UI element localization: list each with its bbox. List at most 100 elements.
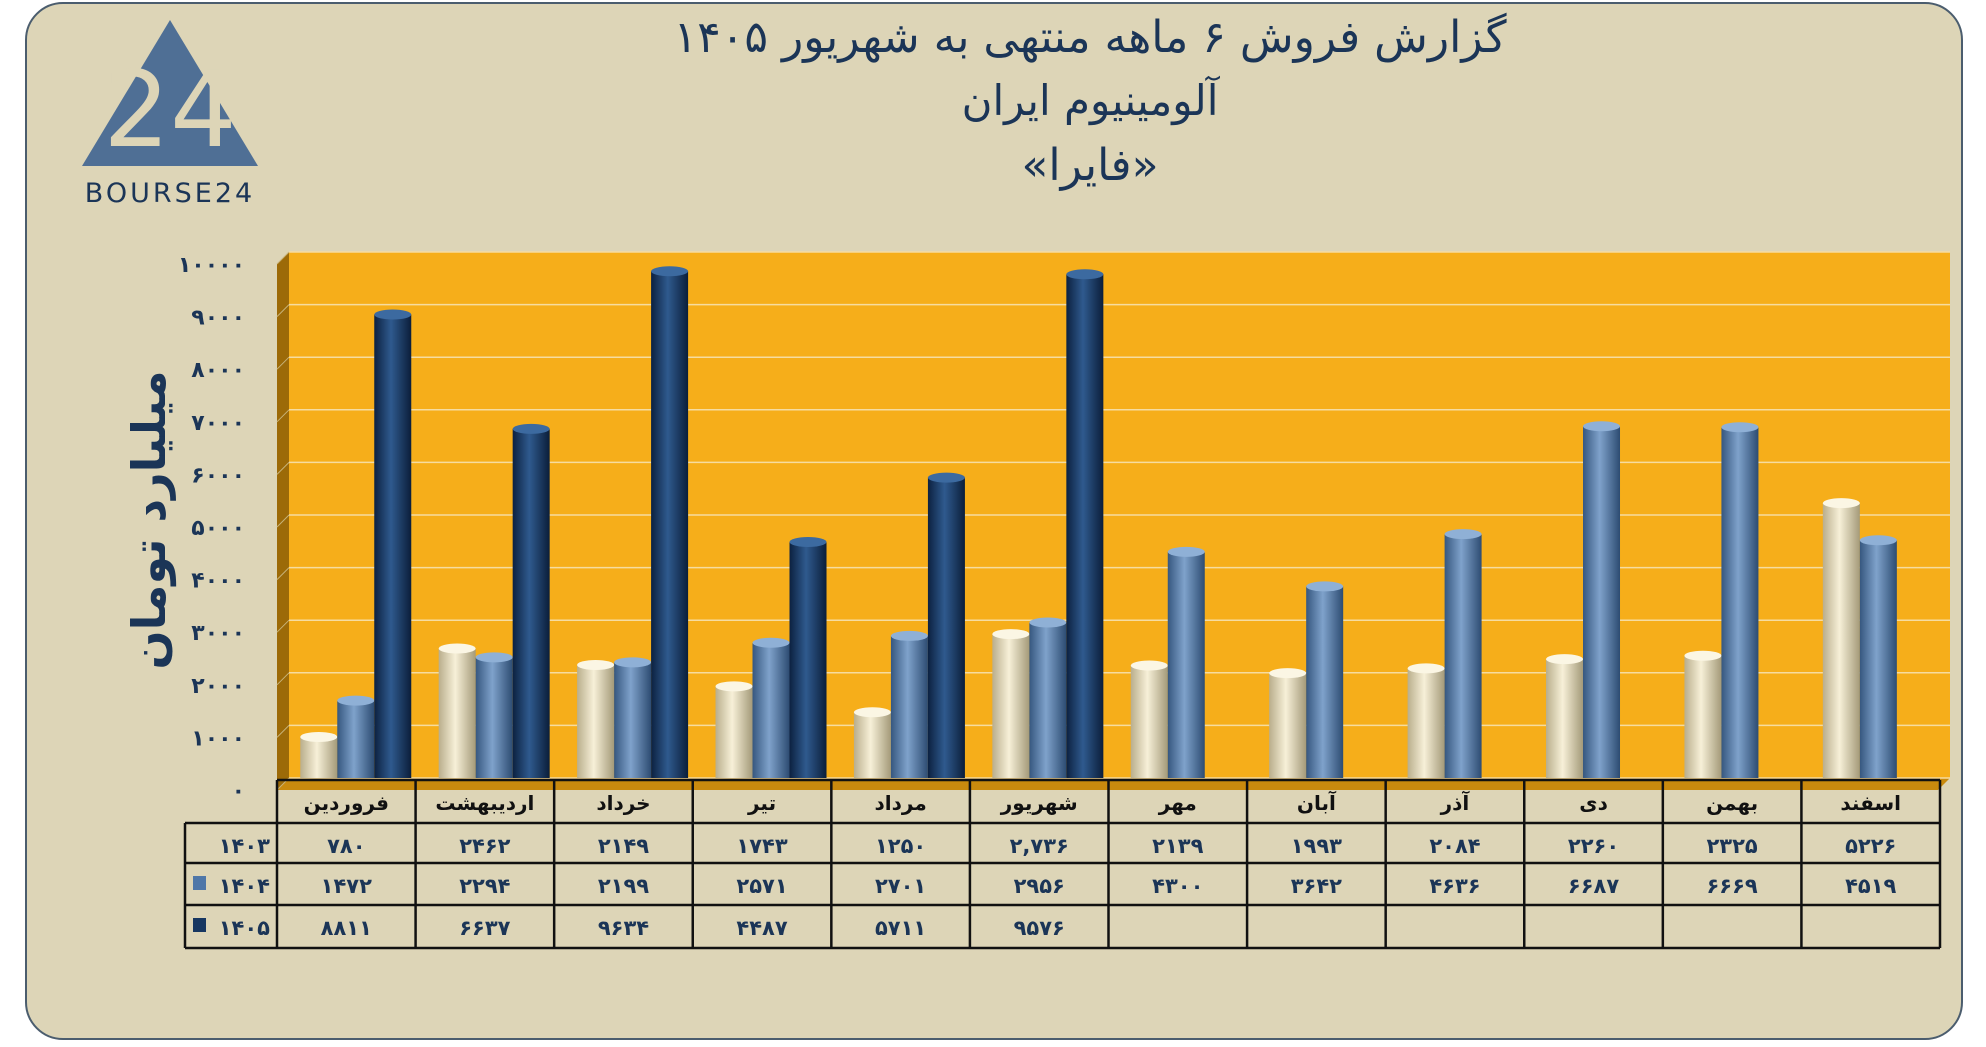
- y-tick-label: ۴۰۰۰: [191, 569, 245, 594]
- data-label: ۴۴۸۷: [736, 916, 787, 940]
- bar-body: [715, 686, 753, 778]
- bar-1404: [1029, 617, 1067, 778]
- gridline-side: [276, 725, 290, 738]
- y-tick-label: ۳۰۰۰: [191, 621, 245, 646]
- bar-body: [789, 541, 827, 778]
- bar-body: [1583, 426, 1621, 778]
- x-category-label: دی: [1579, 791, 1608, 815]
- bar-body: [1130, 665, 1168, 778]
- y-tick-label: ۲۰۰۰: [191, 674, 245, 699]
- bar-top: [1721, 422, 1759, 433]
- y-tick-label: ۰: [232, 779, 245, 804]
- bar-body: [1066, 274, 1104, 778]
- bar-top: [1444, 529, 1482, 540]
- bar-1404: [1444, 529, 1482, 778]
- data-label: ۶۶۸۷: [1568, 874, 1619, 898]
- y-axis-title: میلیارد تومان: [122, 370, 176, 669]
- data-label: ۴۵۱۹: [1845, 874, 1896, 898]
- bar-body: [1269, 673, 1307, 778]
- bar-1403: [300, 731, 338, 778]
- bar-top: [475, 652, 513, 663]
- x-category-label: مهر: [1158, 791, 1197, 815]
- legend-swatch: [193, 876, 206, 890]
- data-label: ۲۱۹۹: [598, 874, 649, 898]
- bar-1404: [1583, 421, 1621, 778]
- bar-1403: [1546, 654, 1584, 778]
- bar-body: [475, 657, 513, 778]
- data-label: ۱۷۴۳: [736, 834, 787, 858]
- bar-body: [1029, 622, 1067, 778]
- bar-top: [1822, 498, 1860, 509]
- bar-1403: [853, 707, 891, 778]
- y-tick-label: ۶۰۰۰: [191, 463, 245, 488]
- bar-1403: [577, 659, 615, 778]
- x-category-label: اسفند: [1840, 791, 1901, 815]
- bar-1404: [337, 695, 375, 778]
- gridline-side: [276, 356, 290, 370]
- bar-top: [715, 681, 753, 692]
- gridline-side: [276, 567, 290, 580]
- bar-top: [1167, 546, 1205, 557]
- data-label: ۲۲۶۰: [1568, 834, 1619, 858]
- bar-body: [374, 314, 412, 778]
- data-label: ۶۶۶۹: [1706, 874, 1757, 898]
- bar-body: [651, 271, 689, 778]
- bar-top: [890, 630, 928, 641]
- data-label: ۹۵۷۶: [1014, 916, 1065, 940]
- bar-top: [1130, 660, 1168, 671]
- bar-top: [577, 659, 615, 670]
- bar-top: [1407, 663, 1445, 674]
- bar-top: [651, 266, 689, 277]
- data-table: فروردین ۷۸۰ ۱۴۷۲ ۸۸۱۱ اردیبهشت ۲۴۶۲ ۲۲۹۴ ۶۶۳۷ خر…: [183, 778, 1942, 950]
- bar-1405: [374, 309, 412, 778]
- bar-1403: [438, 643, 476, 778]
- y-tick-label: ۷۰۰۰: [191, 411, 245, 436]
- legend-label: ۱۴۰۳: [219, 834, 270, 858]
- data-label: ۲۷۰۱: [875, 874, 926, 898]
- y-tick-label: ۸۰۰۰: [191, 358, 245, 383]
- data-label: ۸۸۱۱: [321, 916, 372, 940]
- data-label: ۵۷۱۱: [875, 916, 926, 940]
- bar-1404: [1167, 546, 1205, 778]
- x-category-label: خرداد: [596, 791, 650, 815]
- data-label: ۳۶۴۲: [1291, 874, 1342, 898]
- chart-subtitle: آلومینیوم ایران: [961, 76, 1219, 125]
- bar-top: [1583, 421, 1621, 432]
- bar-top: [337, 695, 375, 706]
- bar-top: [438, 643, 476, 654]
- bar-1403: [1822, 498, 1860, 778]
- gridline-side: [276, 514, 290, 528]
- bar-top: [927, 472, 965, 483]
- bar-1403: [1130, 660, 1168, 778]
- x-category-label: آبان: [1297, 790, 1337, 815]
- bar-body: [577, 664, 615, 778]
- y-tick-label: ۱۰۰۰۰: [178, 253, 245, 278]
- data-label: ۵۲۲۶: [1845, 834, 1896, 858]
- y-tick-label: ۱۰۰۰: [191, 726, 245, 751]
- logo-text: BOURSE24: [85, 178, 255, 208]
- bar-body: [992, 634, 1030, 778]
- bar-top: [1684, 650, 1722, 661]
- bar-top: [1859, 535, 1897, 546]
- bar-body: [1444, 534, 1482, 778]
- data-label: ۴۳۰۰: [1152, 874, 1203, 898]
- legend-label: ۱۴۰۵: [219, 916, 270, 940]
- bar-body: [890, 635, 928, 778]
- logo-digits: 24: [103, 49, 237, 171]
- bar-1405: [789, 536, 827, 778]
- data-label: ۲۵۷۱: [736, 874, 787, 898]
- company-ticker: «فایرا»: [1021, 140, 1159, 191]
- logo-triangle: [82, 20, 258, 166]
- bar-top: [1066, 269, 1104, 280]
- bar-top: [1306, 581, 1344, 592]
- bar-1404: [1306, 581, 1344, 778]
- y-tick-label: ۵۰۰۰: [191, 516, 245, 541]
- data-label: ۷۸۰: [327, 834, 365, 858]
- bar-body: [853, 712, 891, 778]
- gridline-side: [276, 462, 290, 475]
- bar-top: [1029, 617, 1067, 628]
- bar-1405: [1066, 269, 1104, 778]
- bar-body: [614, 662, 652, 778]
- x-category-label: شهریور: [1000, 791, 1078, 815]
